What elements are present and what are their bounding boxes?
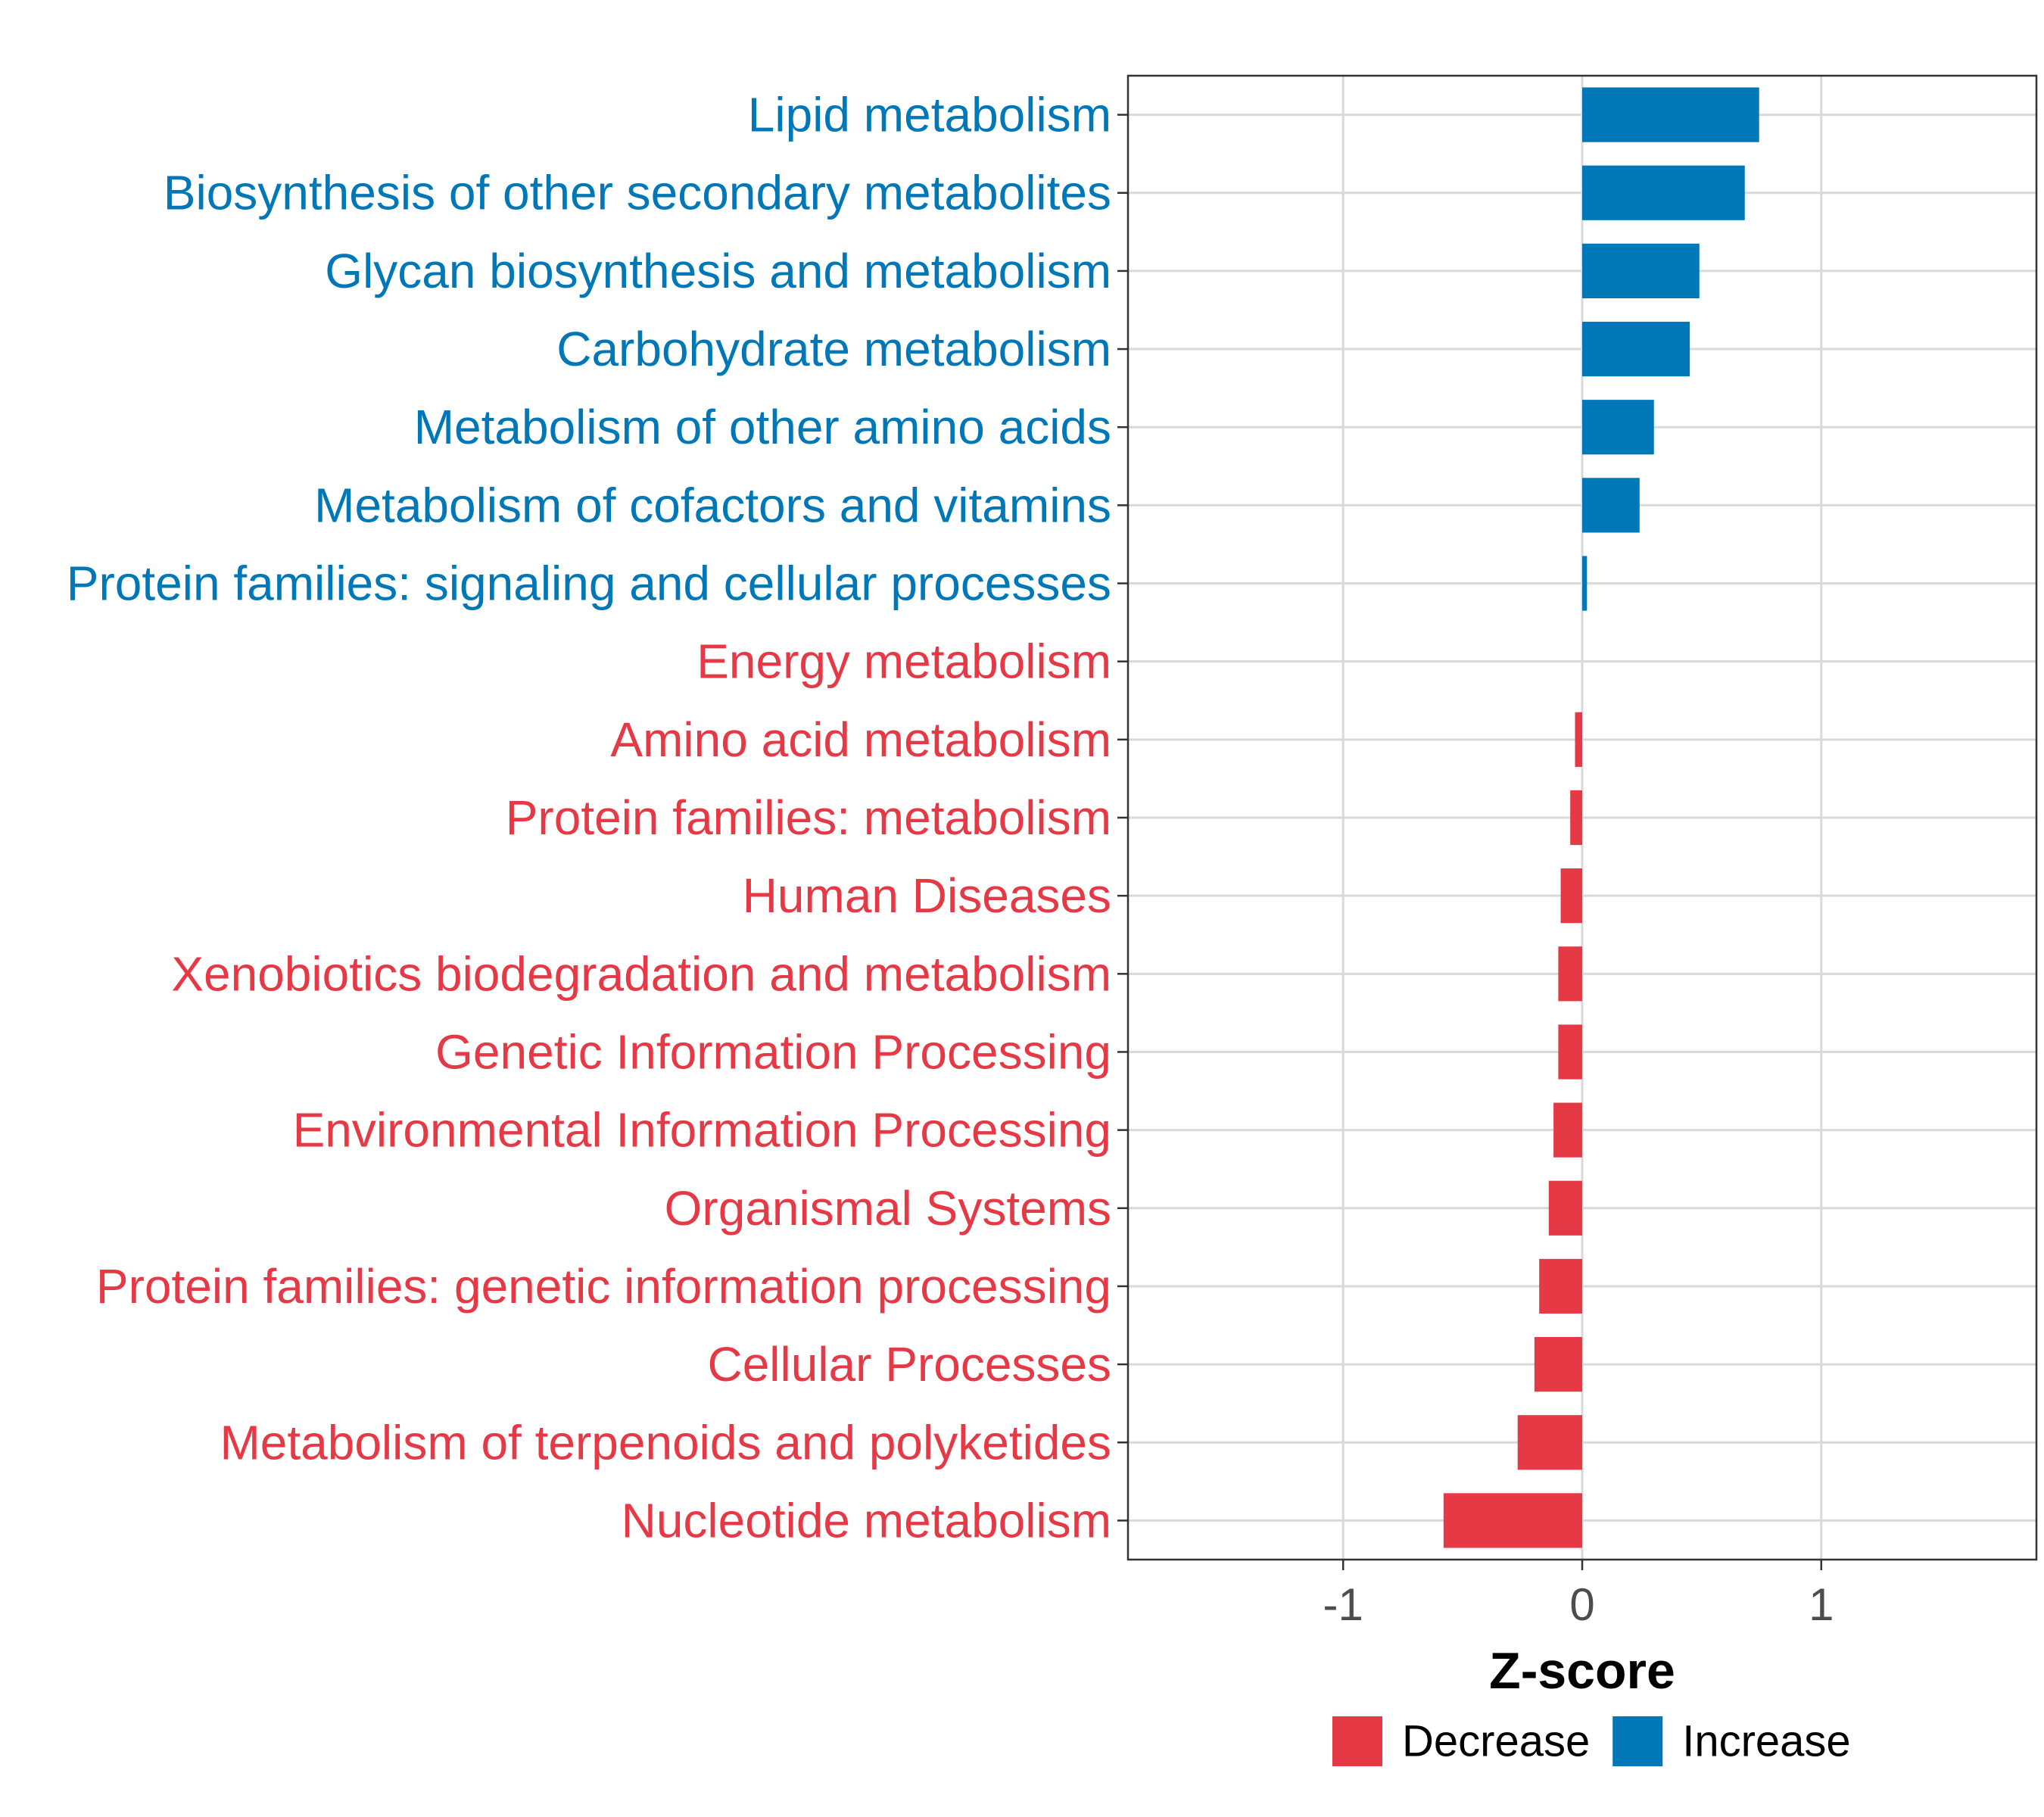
category-label: Metabolism of terpenoids and polyketides — [220, 1415, 1111, 1469]
category-label: Environmental Information Processing — [293, 1103, 1111, 1158]
bar — [1560, 868, 1582, 924]
legend-swatch — [1332, 1716, 1382, 1766]
legend-swatch — [1612, 1716, 1663, 1766]
bar — [1539, 1258, 1582, 1314]
category-label: Cellular Processes — [707, 1337, 1111, 1392]
x-axis-title: Z-score — [1489, 1642, 1675, 1700]
bar — [1553, 1102, 1582, 1158]
legend: Decrease Increase — [1332, 1716, 1851, 1766]
y-axis-ticks — [1117, 114, 1128, 1522]
y-axis-labels: Lipid metabolism Biosynthesis of other se… — [67, 88, 1111, 1548]
x-tick-label: 0 — [1569, 1579, 1594, 1630]
bar — [1570, 790, 1582, 846]
category-label: Amino acid metabolism — [610, 712, 1111, 767]
category-label: Metabolism of other amino acids — [414, 400, 1111, 454]
bar — [1582, 165, 1745, 220]
x-tick-label: -1 — [1323, 1579, 1363, 1630]
bar — [1558, 946, 1582, 1002]
category-label: Nucleotide metabolism — [622, 1493, 1111, 1547]
bars — [1443, 87, 1759, 1548]
bar — [1443, 1493, 1582, 1548]
category-label: Carbohydrate metabolism — [556, 322, 1111, 376]
bar — [1582, 87, 1759, 142]
bar — [1582, 400, 1654, 455]
legend-label: Increase — [1682, 1717, 1850, 1766]
bar — [1575, 712, 1582, 767]
category-label: Protein families: genetic information pr… — [96, 1259, 1111, 1314]
category-label: Biosynthesis of other secondary metaboli… — [164, 166, 1111, 220]
category-label: Glycan biosynthesis and metabolism — [325, 244, 1111, 298]
bar — [1582, 478, 1640, 533]
x-axis: -1 0 1 — [1323, 1560, 1834, 1630]
category-label: Protein families: metabolism — [506, 790, 1111, 845]
category-label: Organismal Systems — [665, 1181, 1111, 1236]
category-label: Metabolism of cofactors and vitamins — [314, 478, 1111, 532]
category-label: Lipid metabolism — [748, 88, 1111, 142]
bar — [1517, 1415, 1582, 1470]
x-tick-label: 1 — [1809, 1579, 1834, 1630]
legend-label: Decrease — [1402, 1717, 1590, 1766]
category-label: Human Diseases — [743, 868, 1111, 923]
bar — [1534, 1337, 1582, 1392]
category-label: Protein families: signaling and cellular… — [67, 556, 1111, 611]
category-label: Xenobiotics biodegradation and metabolis… — [171, 946, 1111, 1001]
bar — [1582, 321, 1690, 377]
category-label: Energy metabolism — [696, 634, 1111, 689]
bar — [1548, 1180, 1582, 1236]
bar — [1558, 1024, 1582, 1080]
category-label: Genetic Information Processing — [435, 1024, 1111, 1079]
bar — [1582, 243, 1700, 298]
bar — [1582, 556, 1588, 611]
